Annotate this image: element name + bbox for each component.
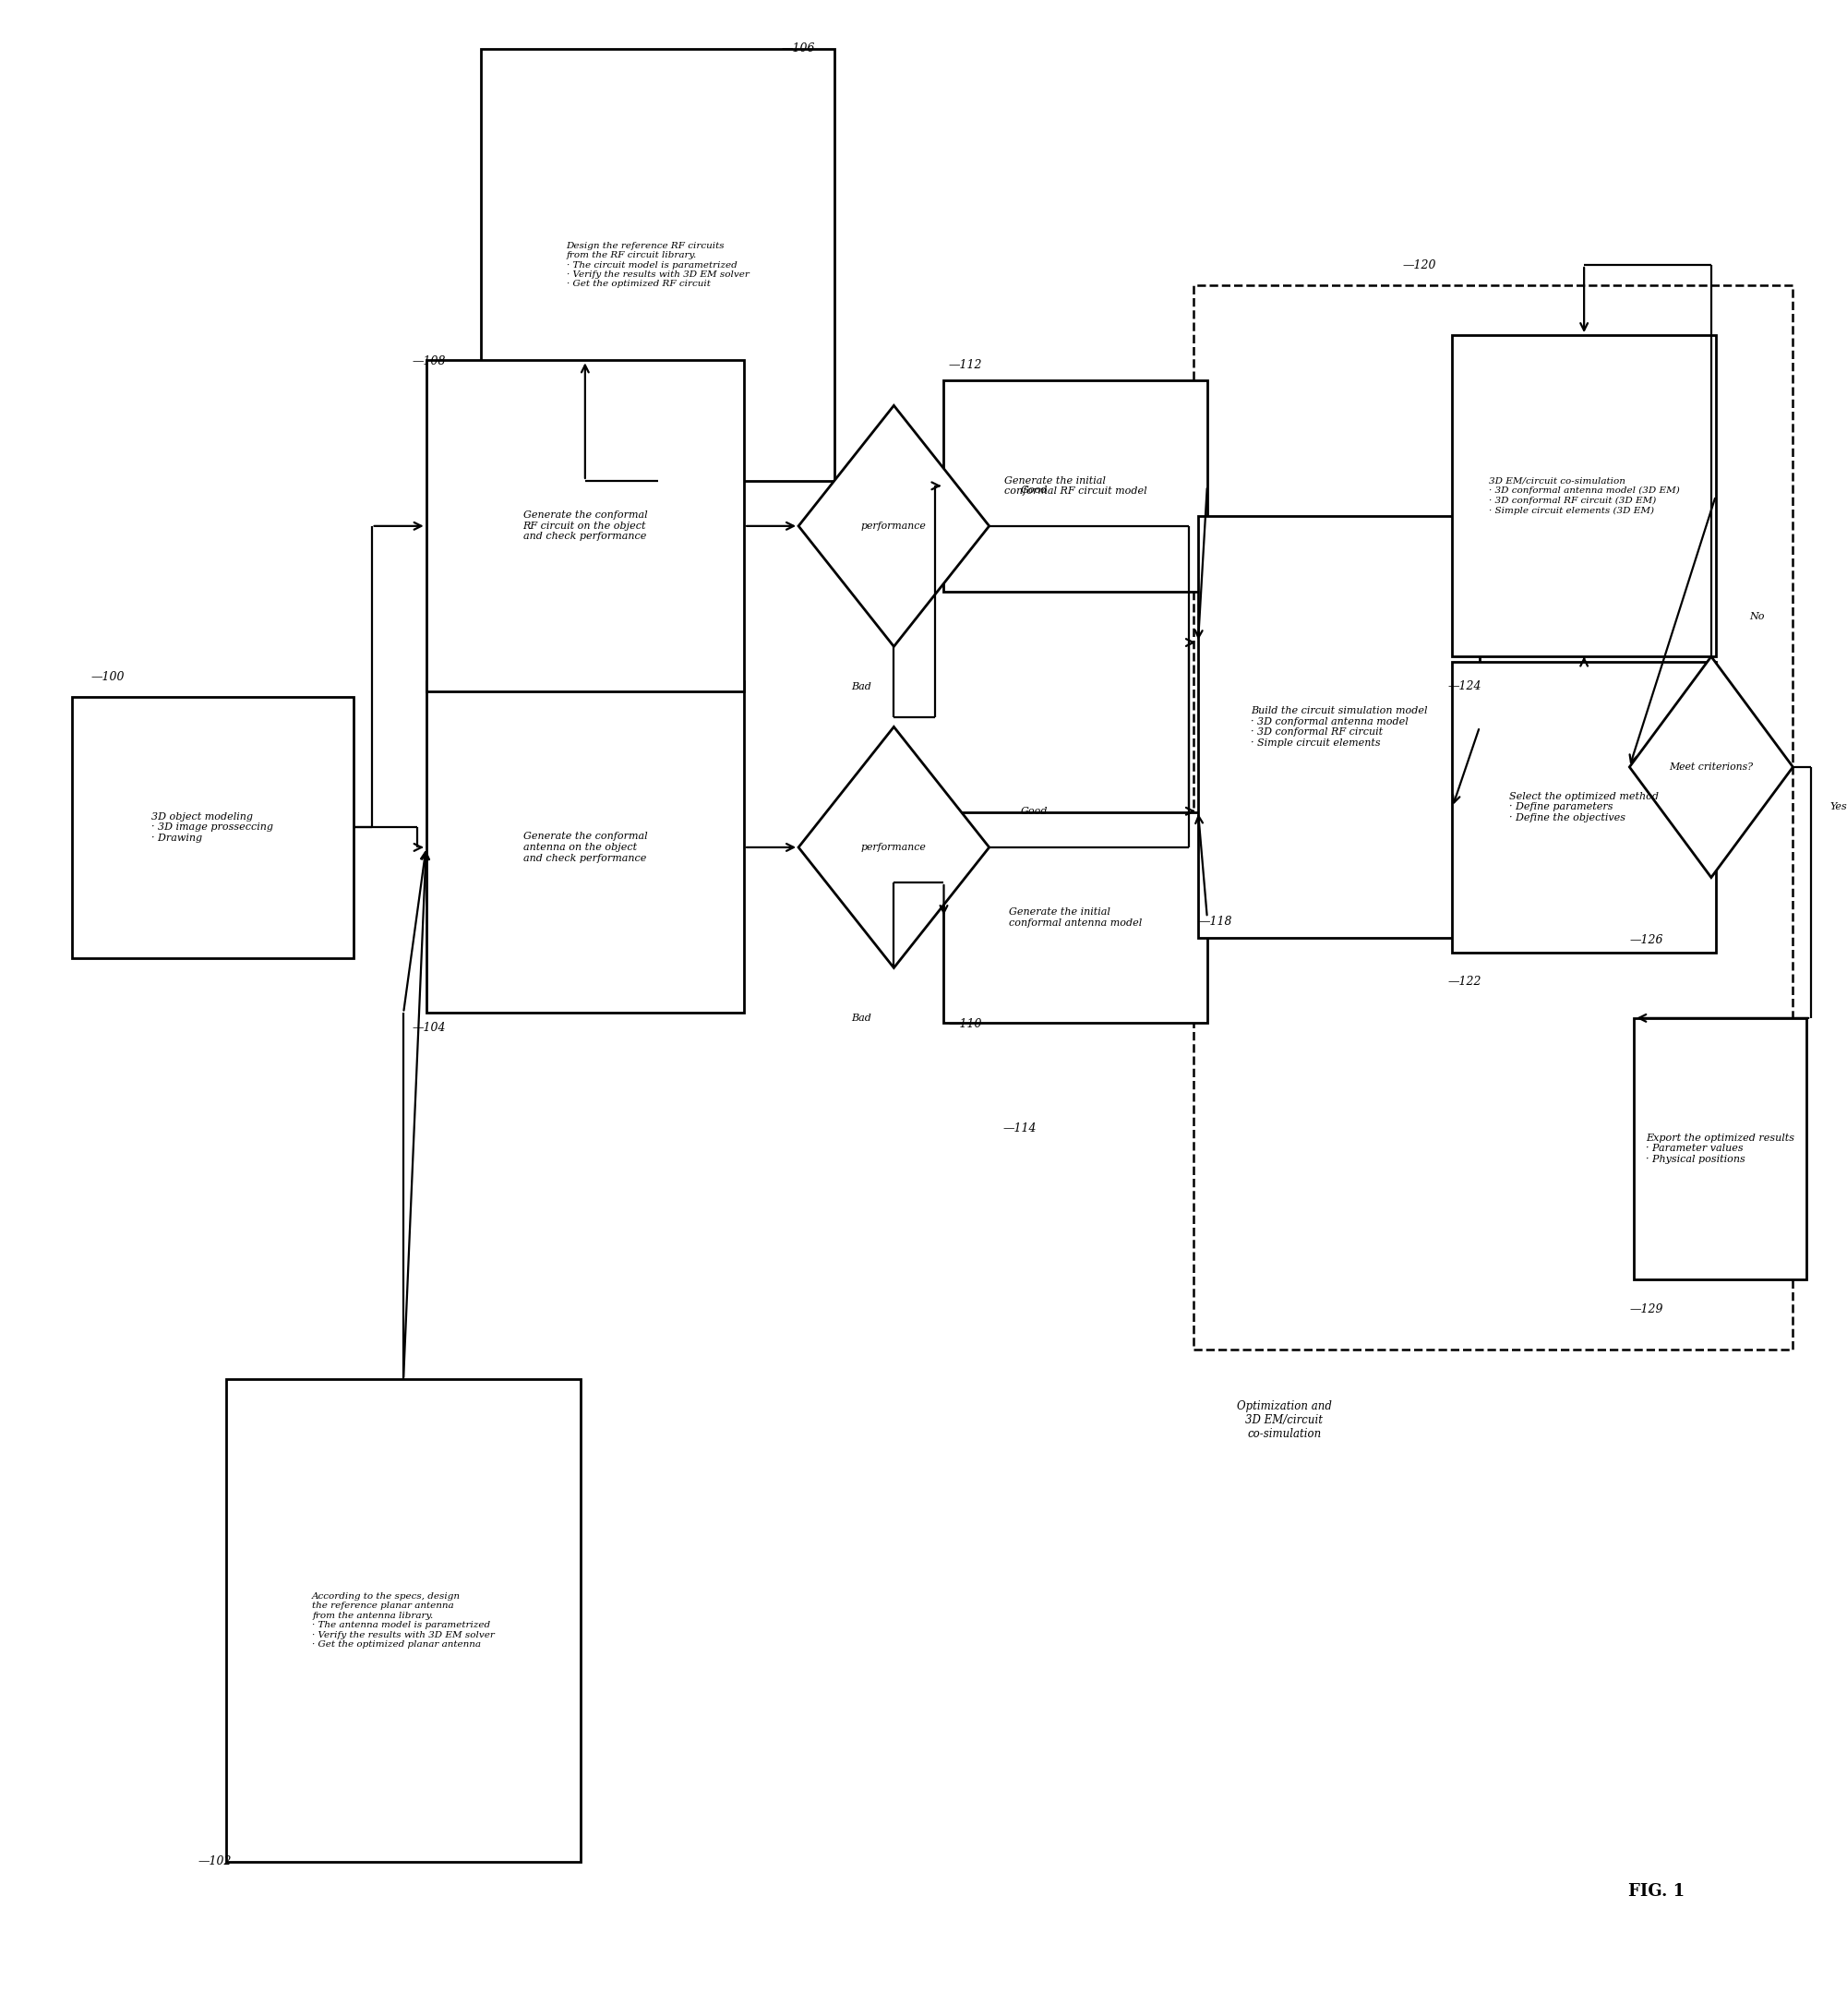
FancyBboxPatch shape [427,361,744,691]
Text: Generate the conformal
antenna on the object
and check performance: Generate the conformal antenna on the ob… [523,833,646,863]
Text: Export the optimized results
· Parameter values
· Physical positions: Export the optimized results · Parameter… [1646,1133,1795,1163]
Text: —124: —124 [1448,681,1481,694]
Text: —110: —110 [948,1018,983,1030]
FancyBboxPatch shape [1635,1018,1806,1278]
Text: Generate the initial
conformal RF circuit model: Generate the initial conformal RF circui… [1005,476,1147,496]
Text: Good: Good [1021,486,1049,494]
FancyBboxPatch shape [944,381,1208,591]
Text: Optimization and
3D EM/circuit
co-simulation: Optimization and 3D EM/circuit co-simula… [1237,1399,1332,1439]
Text: Good: Good [1021,806,1049,816]
FancyBboxPatch shape [1452,335,1716,657]
Text: Build the circuit simulation model
· 3D conformal antenna model
· 3D conformal R: Build the circuit simulation model · 3D … [1250,706,1428,748]
Text: Generate the conformal
RF circuit on the object
and check performance: Generate the conformal RF circuit on the… [523,510,646,542]
Text: —120: —120 [1402,258,1437,270]
Text: 3D EM/circuit co-simulation
· 3D conformal antenna model (3D EM)
· 3D conformal : 3D EM/circuit co-simulation · 3D conform… [1489,478,1679,514]
Text: Select the optimized method
· Define parameters
· Define the objectives: Select the optimized method · Define par… [1509,792,1659,823]
FancyBboxPatch shape [1199,516,1479,937]
Text: performance: performance [861,843,927,853]
FancyBboxPatch shape [427,681,744,1012]
Text: —114: —114 [1003,1123,1036,1135]
Text: Bad: Bad [851,1014,872,1022]
Text: FIG. 1: FIG. 1 [1629,1883,1684,1899]
Bar [1193,284,1793,1349]
Text: Meet criterions?: Meet criterions? [1670,762,1753,772]
Text: —106: —106 [781,42,815,54]
Text: Bad: Bad [851,681,872,691]
Text: —112: —112 [948,359,983,371]
Text: —100: —100 [91,671,126,683]
Polygon shape [798,405,990,647]
FancyBboxPatch shape [944,812,1208,1022]
Text: Design the reference RF circuits
from the RF circuit library.
· The circuit mode: Design the reference RF circuits from th… [567,242,750,288]
Polygon shape [1629,657,1793,877]
Text: —102: —102 [198,1855,233,1867]
FancyBboxPatch shape [227,1379,580,1861]
FancyBboxPatch shape [1452,661,1716,954]
Text: —129: —129 [1629,1302,1662,1314]
Text: According to the specs, design
the reference planar antenna
from the antenna lib: According to the specs, design the refer… [312,1593,495,1649]
Text: performance: performance [861,522,927,530]
FancyBboxPatch shape [72,698,353,958]
Text: Generate the initial
conformal antenna model: Generate the initial conformal antenna m… [1008,907,1141,927]
Text: —118: —118 [1199,915,1232,927]
Polygon shape [798,728,990,968]
Text: No: No [1749,611,1764,621]
Text: —108: —108 [412,355,447,367]
Text: —122: —122 [1448,976,1481,988]
Text: —104: —104 [412,1022,447,1034]
FancyBboxPatch shape [480,48,835,482]
Text: Yes: Yes [1830,802,1847,812]
Text: —126: —126 [1629,933,1662,946]
Text: 3D object modeling
· 3D image prosseccing
· Drawing: 3D object modeling · 3D image prosseccin… [151,812,273,843]
